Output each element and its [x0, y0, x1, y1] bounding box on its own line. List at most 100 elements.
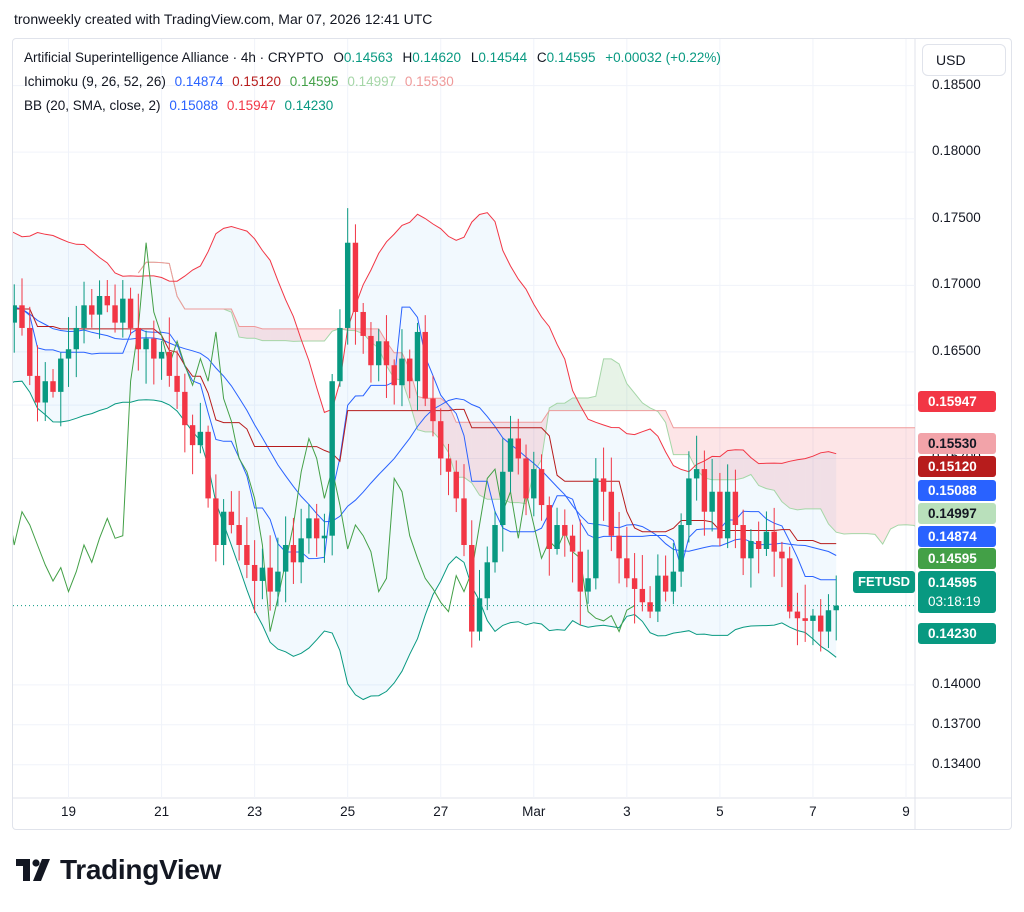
candle [337, 309, 343, 387]
cloud-segment [239, 326, 247, 339]
candle [228, 491, 235, 534]
ichimoku-legend[interactable]: Ichimoku (9, 26, 52, 26) 0.14874 0.15120… [24, 74, 454, 89]
cloud-segment [1007, 481, 1015, 558]
candle [89, 288, 95, 328]
tradingview-logo[interactable]: TradingView [16, 854, 221, 886]
candle [298, 508, 304, 584]
cloud-segment [844, 427, 852, 534]
tradingview-logo-icon [16, 859, 50, 881]
candle-body [213, 498, 219, 545]
candle [34, 345, 41, 422]
cloud-segment [316, 328, 325, 341]
candle-body [96, 295, 103, 315]
bb-legend[interactable]: BB (20, SMA, close, 2) 0.15088 0.15947 0… [24, 98, 333, 113]
candle-body [825, 610, 832, 632]
candle-body [337, 327, 343, 382]
candle-body [290, 545, 297, 563]
candle-body [585, 578, 591, 592]
ichimoku-cloud [138, 262, 1023, 561]
candle-body [298, 538, 304, 563]
cloud-segment [285, 328, 294, 342]
bb-upper-value: 0.15947 [226, 98, 276, 113]
candle-body [600, 478, 607, 492]
currency-button[interactable]: USD [922, 44, 1006, 76]
candle [577, 519, 584, 626]
candle-body [709, 491, 715, 512]
cloud-segment [308, 328, 317, 341]
candle-body [748, 541, 754, 559]
chikou-tag: 0.14595 [918, 548, 996, 569]
kijun-tag: 0.15120 [918, 456, 996, 477]
candle [383, 315, 390, 398]
cloud-segment [293, 328, 302, 342]
cloud-segment [479, 422, 488, 500]
high-value: 0.14620 [412, 50, 462, 65]
grid [13, 39, 915, 798]
candle-body [197, 431, 204, 446]
candle-body [523, 458, 529, 499]
bb-fill-area [13, 212, 837, 700]
cloud-segment [456, 422, 464, 478]
candle [461, 464, 467, 557]
candle [50, 369, 56, 398]
candle-body [220, 511, 227, 545]
cloud-segment [270, 328, 278, 341]
time-tick-label: 5 [716, 804, 724, 819]
candle-body [267, 567, 273, 592]
close-value: 0.14595 [546, 50, 596, 65]
time-tick-label: 9 [902, 804, 910, 819]
candle [453, 460, 459, 513]
cloud-segment [859, 427, 868, 534]
candle [484, 546, 490, 611]
price-tick-label: 0.18000 [932, 143, 981, 159]
candle [166, 317, 173, 387]
candle-body [58, 358, 64, 392]
candle-body [453, 471, 459, 499]
cloud-segment [1015, 481, 1023, 561]
time-tick-label: 3 [623, 804, 631, 819]
cloud-segment [611, 358, 620, 411]
candle [546, 496, 553, 576]
candle-body [647, 602, 653, 612]
candle-body [228, 511, 235, 526]
candle-body [4, 323, 9, 355]
cloud-segment [875, 427, 883, 545]
candle-body [732, 491, 739, 526]
price-tick-label: 0.17000 [932, 276, 981, 292]
candle [600, 447, 607, 521]
candle [523, 444, 529, 516]
candle-body [655, 575, 661, 612]
candle-body [174, 375, 180, 392]
cloud-segment [867, 427, 875, 535]
candle-body [802, 618, 808, 621]
bb-upper-tag: 0.15947 [918, 391, 996, 412]
candle [469, 520, 475, 648]
candle-body [755, 541, 762, 549]
candle-body [515, 438, 521, 459]
open-value: 0.14563 [343, 50, 393, 65]
candle [755, 521, 762, 574]
tenkan-tag: 0.14874 [918, 526, 996, 547]
candle-body [686, 478, 692, 526]
cloud-segment [564, 398, 573, 411]
symbol-legend[interactable]: Artificial Superintelligence Alliance · … [24, 50, 721, 65]
candle-body [631, 578, 638, 589]
candle-body [771, 531, 777, 552]
candle [686, 451, 692, 543]
bb-basis-value: 0.15088 [169, 98, 219, 113]
bollinger-band-fill [13, 212, 837, 700]
candle [554, 507, 560, 555]
span-a-line [137, 261, 915, 546]
candle [422, 315, 428, 407]
candle [655, 554, 661, 623]
candle [562, 509, 568, 557]
candle [771, 507, 777, 577]
cloud-segment [704, 427, 713, 480]
candle-body [763, 531, 770, 549]
candle [321, 513, 328, 563]
cloud-segment [487, 422, 495, 500]
candle-body [282, 545, 289, 572]
bar-countdown: 03:18:19 [928, 594, 981, 609]
price-tick-label: 0.14000 [932, 675, 981, 691]
